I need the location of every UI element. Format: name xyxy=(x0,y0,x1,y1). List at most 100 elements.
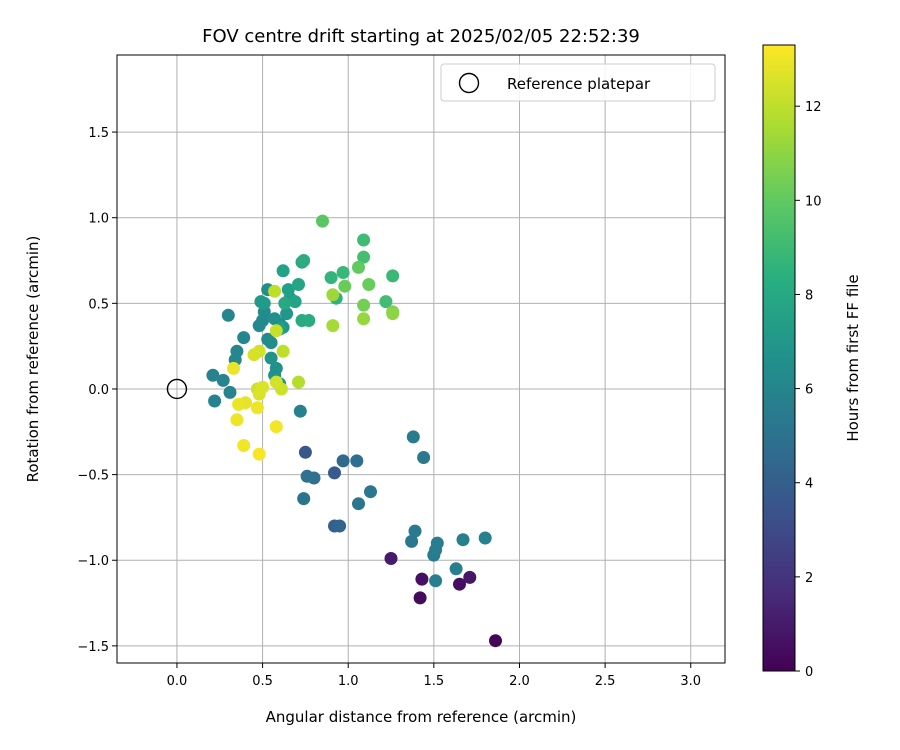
x-tick-label: 3.0 xyxy=(680,674,701,689)
data-point xyxy=(297,254,311,267)
x-tick-label: 2.0 xyxy=(509,674,530,689)
data-point xyxy=(379,295,393,309)
data-point xyxy=(252,447,266,461)
data-point xyxy=(408,524,422,538)
data-point xyxy=(386,269,400,283)
data-point xyxy=(352,497,365,511)
data-point xyxy=(227,361,240,375)
y-tick-label: 1.5 xyxy=(88,126,109,141)
data-point xyxy=(417,451,431,464)
data-point xyxy=(302,314,316,327)
data-point xyxy=(257,296,271,310)
data-point xyxy=(269,375,283,389)
legend: Reference platepar xyxy=(440,63,716,102)
data-point xyxy=(216,373,230,387)
data-point xyxy=(449,562,463,576)
y-tick-label: 1.0 xyxy=(88,212,109,227)
data-point xyxy=(230,413,244,427)
data-point xyxy=(237,439,251,452)
colorbar-title: Hours from first FF file xyxy=(844,274,862,441)
data-point xyxy=(297,492,311,506)
colorbar-tick-label: 10 xyxy=(805,194,822,209)
data-point xyxy=(292,278,305,291)
data-point xyxy=(316,214,329,228)
data-point xyxy=(333,519,347,533)
data-point xyxy=(250,401,264,415)
data-point xyxy=(430,536,444,550)
data-points xyxy=(166,214,502,648)
data-point xyxy=(406,430,420,444)
x-axis-title: Angular distance from reference (arcmin) xyxy=(266,708,577,726)
data-point xyxy=(264,351,278,365)
legend-label-reference: Reference platepar xyxy=(507,75,651,93)
data-point xyxy=(350,454,364,468)
data-point xyxy=(206,368,220,382)
data-point xyxy=(221,308,235,322)
y-axis-ticks: −1.5 −1.0 −0.5 0.0 0.5 1.0 1.5 xyxy=(77,126,117,655)
data-point xyxy=(237,331,251,345)
x-tick-label: 0.0 xyxy=(167,674,188,689)
data-point xyxy=(386,307,400,321)
reference-platepar-marker xyxy=(166,378,188,400)
data-point xyxy=(352,260,365,274)
data-point xyxy=(293,404,307,418)
data-point xyxy=(364,485,377,499)
colorbar-tick-label: 6 xyxy=(805,383,813,398)
data-point xyxy=(328,466,341,480)
data-point xyxy=(384,552,398,565)
data-point xyxy=(463,570,477,584)
legend-reference-marker xyxy=(458,72,480,94)
data-point xyxy=(288,295,302,309)
colorbar-tick-label: 2 xyxy=(805,571,813,586)
data-point xyxy=(415,572,429,586)
data-point xyxy=(269,324,283,338)
data-point xyxy=(478,531,492,545)
data-point xyxy=(338,279,352,293)
data-point xyxy=(336,266,350,279)
colorbar-tick-label: 0 xyxy=(805,665,813,680)
data-point xyxy=(336,454,350,468)
colorbar-ticks: 0 2 4 6 8 10 12 xyxy=(795,100,822,680)
colorbar-gradient xyxy=(762,44,796,672)
y-tick-label: −0.5 xyxy=(77,469,109,484)
data-point xyxy=(413,591,427,605)
colorbar: 0 2 4 6 8 10 12 Hours from first FF file xyxy=(762,44,862,680)
data-point xyxy=(357,312,371,326)
data-point xyxy=(208,394,222,408)
data-point xyxy=(405,534,419,548)
colorbar-tick-label: 4 xyxy=(805,477,813,492)
x-tick-label: 1.0 xyxy=(338,674,359,689)
data-point xyxy=(300,469,314,483)
data-point xyxy=(357,250,371,264)
y-tick-label: 0.0 xyxy=(88,383,109,398)
data-point xyxy=(268,284,282,298)
data-point xyxy=(247,348,261,362)
data-point xyxy=(292,375,305,389)
legend-box xyxy=(440,63,716,102)
data-point xyxy=(357,233,371,247)
x-tick-label: 1.5 xyxy=(424,674,445,689)
data-point xyxy=(278,296,292,310)
data-point xyxy=(362,278,376,291)
colorbar-tick-label: 8 xyxy=(805,288,813,303)
x-tick-label: 0.5 xyxy=(252,674,273,689)
data-point xyxy=(252,387,266,401)
grid-lines xyxy=(117,55,725,663)
data-point xyxy=(223,385,237,399)
x-tick-label: 2.5 xyxy=(595,674,616,689)
y-tick-label: −1.0 xyxy=(77,554,109,569)
data-point xyxy=(276,264,290,278)
y-tick-label: 0.5 xyxy=(88,297,109,312)
data-point xyxy=(280,307,294,321)
data-point xyxy=(326,319,340,333)
x-axis-ticks: 0.0 0.5 1.0 1.5 2.0 2.5 3.0 xyxy=(167,663,701,689)
data-point xyxy=(269,420,283,434)
data-point xyxy=(326,288,340,302)
y-axis-title: Rotation from reference (arcmin) xyxy=(24,236,42,483)
data-point xyxy=(357,298,371,312)
data-point xyxy=(264,336,278,350)
colorbar-tick-label: 12 xyxy=(805,100,822,115)
data-point xyxy=(489,634,502,648)
data-point xyxy=(456,533,470,547)
